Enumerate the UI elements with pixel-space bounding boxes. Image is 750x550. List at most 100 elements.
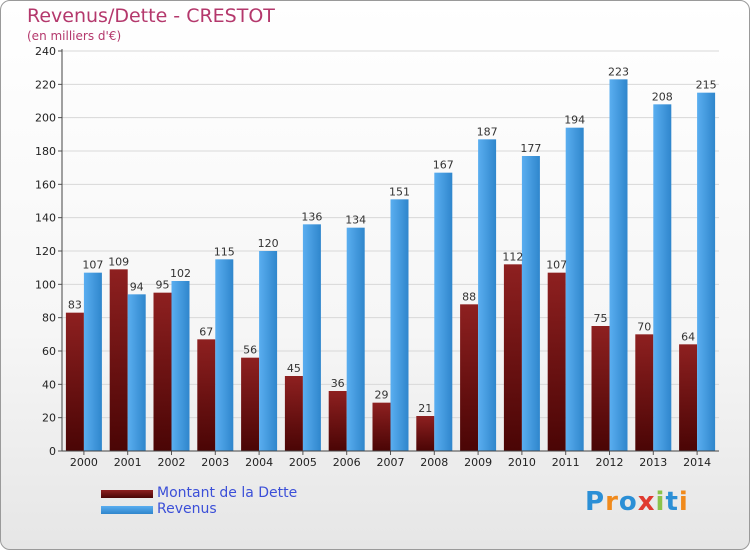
x-tick-label-2013: 2013 xyxy=(639,456,667,469)
legend-swatch-revenus xyxy=(101,506,153,514)
y-tick-label: 20 xyxy=(42,412,56,425)
logo-letter: o xyxy=(618,487,638,517)
value-label-revenus-2008: 167 xyxy=(433,159,454,172)
y-tick-label: 80 xyxy=(42,312,56,325)
legend-swatch-debt xyxy=(101,490,153,498)
value-label-dette-2009: 88 xyxy=(462,290,476,303)
x-tick-label-2010: 2010 xyxy=(508,456,536,469)
logo-letter: t xyxy=(665,487,679,517)
bar-dette-2005 xyxy=(284,376,303,451)
value-label-revenus-2007: 151 xyxy=(389,185,410,198)
logo-letter: r xyxy=(605,487,619,517)
value-label-dette-2002: 95 xyxy=(156,279,170,292)
y-tick-label: 220 xyxy=(35,78,56,91)
bar-revenus-2010 xyxy=(521,156,540,451)
x-tick-label-2012: 2012 xyxy=(596,456,624,469)
y-tick-label: 180 xyxy=(35,145,56,158)
bar-dette-2008 xyxy=(416,416,435,451)
y-tick-label: 160 xyxy=(35,178,56,191)
bar-revenus-2007 xyxy=(390,199,409,451)
y-axis-ticks: 0 20 40 60 80 100 120 140 160 180 200 220 240 xyxy=(35,45,62,458)
logo-letter: i xyxy=(678,487,689,517)
bar-dette-2012 xyxy=(591,326,610,451)
legend-label-debt: Montant de la Dette xyxy=(157,485,298,501)
y-tick-label: 0 xyxy=(49,445,56,458)
bar-dette-2010 xyxy=(503,264,522,451)
x-tick-label-2006: 2006 xyxy=(333,456,361,469)
value-label-dette-2000: 83 xyxy=(68,299,82,312)
x-tick-label-2000: 2000 xyxy=(70,456,98,469)
value-label-revenus-2009: 187 xyxy=(477,125,498,138)
value-label-dette-2005: 45 xyxy=(287,362,301,375)
bar-dette-2003 xyxy=(197,339,216,451)
x-tick-label-2008: 2008 xyxy=(420,456,448,469)
value-label-revenus-2006: 134 xyxy=(345,214,366,227)
y-tick-label: 40 xyxy=(42,378,56,391)
value-label-dette-2007: 29 xyxy=(375,389,389,402)
bar-dette-2009 xyxy=(460,304,479,451)
bar-revenus-2009 xyxy=(478,139,497,452)
y-tick-label: 200 xyxy=(35,112,56,125)
value-label-revenus-2014: 215 xyxy=(696,79,717,92)
x-axis-ticks: 2000 2001 2002 2003 2004 2005 2006 2007 2008 2009… xyxy=(70,451,711,469)
bar-revenus-2012 xyxy=(609,79,628,451)
x-tick-label-2001: 2001 xyxy=(114,456,142,469)
x-tick-label-2005: 2005 xyxy=(289,456,317,469)
value-label-revenus-2001: 94 xyxy=(130,280,144,293)
value-label-dette-2001: 109 xyxy=(108,255,129,268)
x-tick-label-2004: 2004 xyxy=(245,456,273,469)
value-label-revenus-2005: 136 xyxy=(301,210,322,223)
bars xyxy=(65,79,716,452)
y-tick-label: 100 xyxy=(35,278,56,291)
bar-revenus-2004 xyxy=(259,251,278,451)
logo-letter: i xyxy=(655,487,666,517)
bar-revenus-2011 xyxy=(565,127,584,452)
bar-dette-2011 xyxy=(547,272,566,451)
value-label-dette-2004: 56 xyxy=(243,344,257,357)
y-tick-label: 240 xyxy=(35,45,56,58)
bar-dette-2007 xyxy=(372,402,391,451)
value-label-dette-2013: 70 xyxy=(637,320,651,333)
value-label-revenus-2002: 102 xyxy=(170,267,191,280)
proxiti-logo: Proxiti xyxy=(585,487,689,517)
value-label-revenus-2003: 115 xyxy=(214,245,235,258)
bar-dette-2014 xyxy=(679,344,698,451)
bar-revenus-2008 xyxy=(434,172,453,451)
value-label-dette-2014: 64 xyxy=(681,330,695,343)
bar-revenus-2000 xyxy=(83,272,102,451)
value-label-revenus-2000: 107 xyxy=(82,259,103,272)
chart-subtitle: (en milliers d'€) xyxy=(27,29,122,43)
x-tick-label-2002: 2002 xyxy=(158,456,186,469)
value-label-dette-2011: 107 xyxy=(546,259,567,272)
x-tick-label-2009: 2009 xyxy=(464,456,492,469)
bar-revenus-2013 xyxy=(653,104,672,451)
value-label-dette-2008: 21 xyxy=(418,402,432,415)
value-label-dette-2003: 67 xyxy=(199,325,213,338)
legend-label-revenus: Revenus xyxy=(157,501,217,517)
chart-title: Revenus/Dette - CRESTOT xyxy=(27,5,275,27)
value-label-revenus-2011: 194 xyxy=(564,114,585,127)
x-tick-label-2003: 2003 xyxy=(201,456,229,469)
value-label-revenus-2004: 120 xyxy=(258,237,279,250)
bar-revenus-2014 xyxy=(697,92,716,452)
x-tick-label-2007: 2007 xyxy=(377,456,405,469)
bar-dette-2002 xyxy=(153,292,172,451)
x-tick-label-2011: 2011 xyxy=(552,456,580,469)
y-tick-label: 120 xyxy=(35,245,56,258)
value-label-revenus-2012: 223 xyxy=(608,65,629,78)
bar-dette-2000 xyxy=(65,312,84,451)
y-tick-label: 60 xyxy=(42,345,56,358)
logo-letter: x xyxy=(637,487,656,517)
value-label-dette-2012: 75 xyxy=(594,312,608,325)
value-label-dette-2010: 112 xyxy=(502,250,523,263)
x-tick-label-2014: 2014 xyxy=(683,456,711,469)
y-tick-label: 140 xyxy=(35,212,56,225)
bar-revenus-2006 xyxy=(346,227,365,451)
logo-letter: P xyxy=(585,487,606,517)
bar-dette-2006 xyxy=(328,391,347,451)
bar-dette-2004 xyxy=(241,357,260,451)
bar-revenus-2005 xyxy=(302,224,321,451)
